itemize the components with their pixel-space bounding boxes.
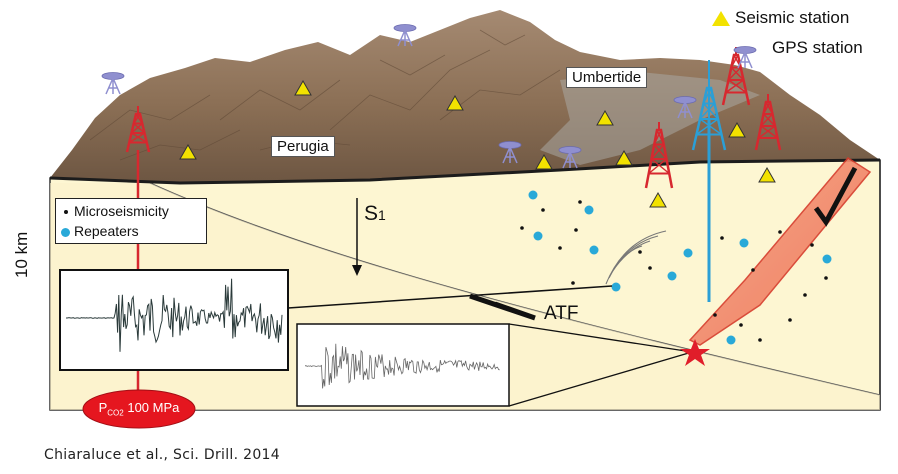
waveform-trace-2 xyxy=(304,343,500,389)
microseismicity-dot xyxy=(810,243,814,247)
microseismicity-dot xyxy=(638,250,642,254)
pco2-label: PCO2 100 MPa xyxy=(98,400,180,418)
microseismicity-dots xyxy=(520,190,832,345)
triangle-icon xyxy=(758,166,776,183)
microseismicity-dot xyxy=(541,208,545,212)
fault-slip-arrow xyxy=(813,166,858,227)
microseismicity-dot xyxy=(803,293,807,297)
legend-seismic-station: Seismic station xyxy=(712,8,849,28)
triangle-icon xyxy=(728,121,746,138)
gps-antenna-icon xyxy=(101,72,125,95)
triangle-icon xyxy=(179,143,197,160)
pco2-ellipse xyxy=(82,389,196,429)
triangle-icon xyxy=(596,109,614,126)
waveform-inset-1 xyxy=(59,269,289,371)
repeater-dot xyxy=(533,231,543,241)
repeater-dot xyxy=(528,190,538,200)
terrain-surface xyxy=(50,10,880,183)
hypocenter-star-icon xyxy=(680,339,710,366)
microseismicity-dot xyxy=(713,313,717,317)
microseismicity-dot xyxy=(778,230,782,234)
microseismicity-dot xyxy=(758,338,762,342)
microseismicity-dot xyxy=(788,318,792,322)
gps-antenna-icon xyxy=(673,96,697,119)
repeater-dot xyxy=(584,205,594,215)
wave-arcs xyxy=(605,230,667,285)
black-dot-icon xyxy=(64,210,68,215)
gps-antenna-icons xyxy=(101,24,757,169)
waveform-trace-1 xyxy=(66,278,283,352)
seismic-station-icons xyxy=(179,79,776,208)
microseismicity-dot xyxy=(574,228,578,232)
triangle-icon xyxy=(712,11,730,27)
legend-repeaters: Repeaters xyxy=(61,223,139,239)
gps-antenna-icon xyxy=(498,141,522,164)
fault-zone xyxy=(688,157,872,346)
derrick-icon xyxy=(691,80,727,151)
cyan-dot-icon xyxy=(61,227,70,237)
microseismicity-dot xyxy=(648,266,652,270)
microseismicity-dot xyxy=(824,276,828,280)
derrick-icon xyxy=(721,47,751,106)
repeater-dot xyxy=(589,245,599,255)
surface-line xyxy=(49,158,881,185)
triangle-icon xyxy=(446,94,464,111)
microseismicity-dot xyxy=(578,200,582,204)
legend-gps-station: GPS station xyxy=(772,38,863,57)
inset2-connector-bottom xyxy=(508,351,693,407)
data-legend: Microseismicity Repeaters xyxy=(55,198,207,244)
repeater-dot xyxy=(739,238,749,248)
repeater-dot xyxy=(683,248,693,258)
microseismicity-dot xyxy=(751,268,755,272)
triangle-icon xyxy=(615,149,633,166)
repeater-dot xyxy=(611,282,621,292)
microseismicity-dot xyxy=(739,323,743,327)
inset2-connector-top xyxy=(508,323,693,353)
repeater-dot xyxy=(822,254,832,264)
gps-antenna-icon xyxy=(558,146,582,169)
triangle-icon xyxy=(535,153,553,170)
atf-label: ATF xyxy=(544,303,579,324)
citation: Chiaraluce et al., Sci. Drill. 2014 xyxy=(44,447,280,463)
gps-antenna-icon xyxy=(733,46,757,69)
microseismicity-dot xyxy=(558,246,562,250)
inset1-connector xyxy=(287,285,613,309)
microseismicity-dot xyxy=(571,281,575,285)
microseismicity-dot xyxy=(720,236,724,240)
derrick-icons xyxy=(125,47,782,189)
derrick-icon xyxy=(754,94,782,151)
depth-axis-label: 10 km xyxy=(12,231,31,278)
town-label-umbertide: Umbertide xyxy=(566,67,648,88)
microseismicity-dot xyxy=(520,226,524,230)
atf-slip-arrow xyxy=(469,293,536,321)
triangle-icon xyxy=(649,191,667,208)
derrick-icon xyxy=(644,122,674,189)
repeater-dot xyxy=(726,335,736,345)
triangle-icon xyxy=(294,79,312,96)
gps-antenna-icon xyxy=(393,24,417,47)
legend-microseismicity: Microseismicity xyxy=(64,203,169,219)
derrick-icon xyxy=(125,106,151,153)
stress-label: S1 xyxy=(364,202,386,225)
repeater-dot xyxy=(667,271,677,281)
town-label-perugia: Perugia xyxy=(271,136,335,157)
